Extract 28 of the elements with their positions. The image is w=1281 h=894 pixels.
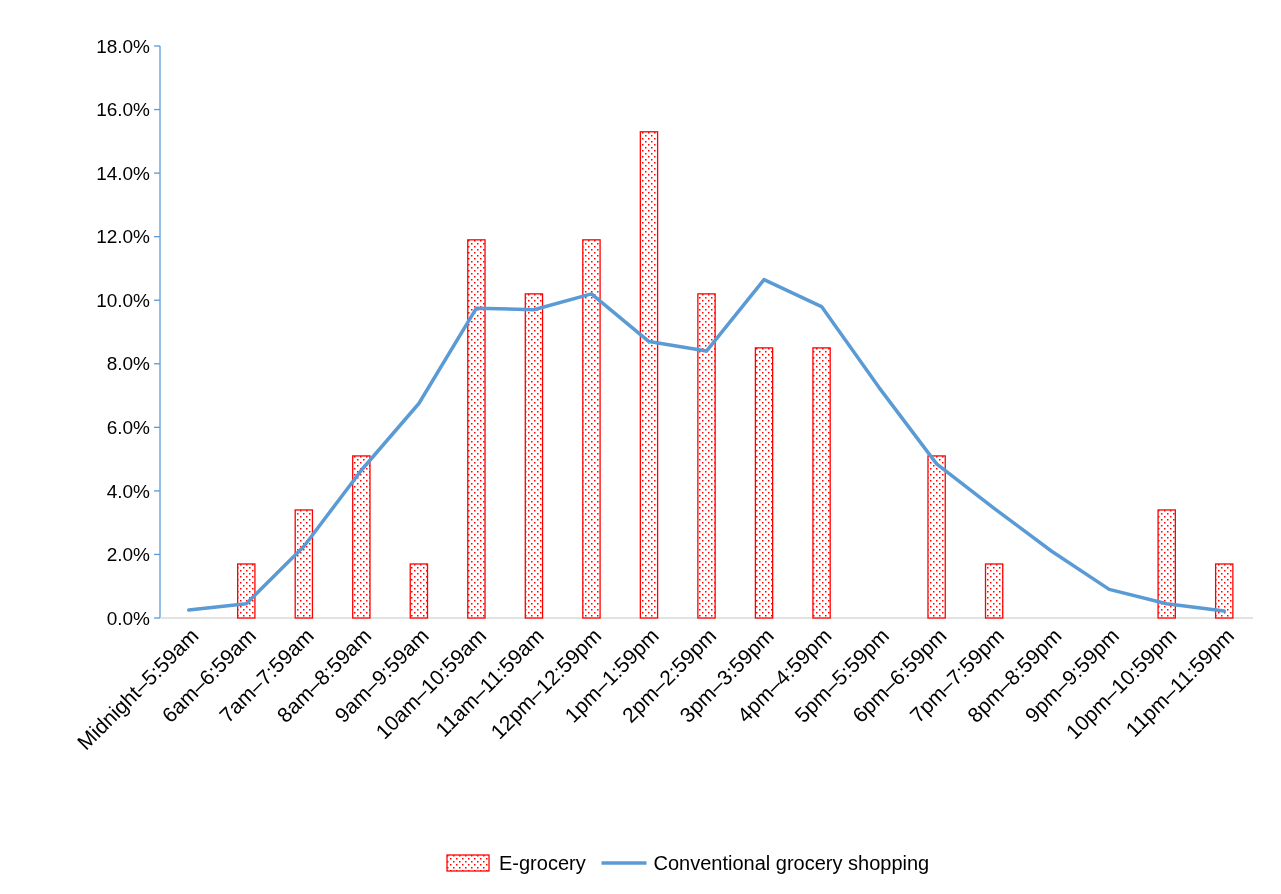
- bar: [409, 563, 429, 619]
- y-tick-label: 0.0%: [106, 607, 151, 629]
- y-tick-label: 12.0%: [96, 226, 151, 248]
- y-tick-label: 10.0%: [96, 289, 151, 311]
- bar: [812, 347, 831, 619]
- bar: [582, 239, 601, 619]
- bar: [754, 347, 774, 619]
- y-tick-label: 16.0%: [96, 99, 151, 121]
- y-tick-label: 8.0%: [106, 353, 151, 375]
- y-tick-label: 6.0%: [106, 416, 151, 438]
- legend-label: Conventional grocery shopping: [653, 852, 930, 874]
- bar: [237, 563, 256, 619]
- bar: [639, 131, 659, 619]
- y-tick-label: 18.0%: [96, 35, 151, 57]
- legend-label: E-grocery: [499, 852, 586, 874]
- bar: [984, 563, 1004, 619]
- bar: [467, 239, 486, 619]
- y-tick-label: 4.0%: [106, 480, 151, 502]
- bar: [1214, 563, 1234, 619]
- bar: [524, 293, 544, 619]
- bar: [927, 455, 946, 619]
- y-tick-label: 2.0%: [106, 544, 151, 566]
- bar: [1157, 509, 1176, 619]
- bar: [294, 509, 314, 619]
- bar: [352, 455, 371, 619]
- bar: [697, 293, 716, 619]
- line-series: [187, 277, 1226, 613]
- y-tick-label: 14.0%: [96, 162, 151, 184]
